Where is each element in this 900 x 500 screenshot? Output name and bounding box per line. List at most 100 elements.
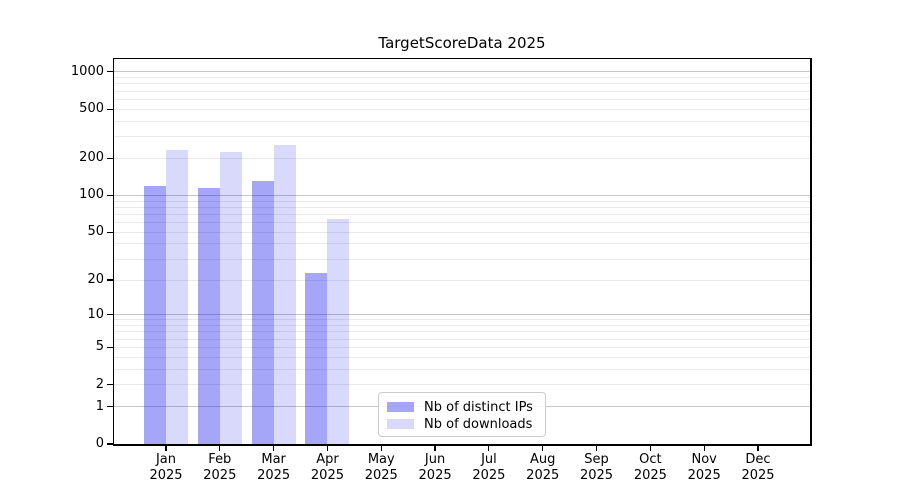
minor-grid-line: [114, 231, 810, 233]
y-tick-label: 5: [95, 339, 104, 355]
x-tick-mark: [488, 445, 490, 451]
minor-grid-line: [114, 90, 810, 92]
legend-label: Nb of downloads: [424, 416, 533, 432]
y-tick-mark: [107, 279, 113, 281]
bar-nb-of-distinct-ips: [144, 185, 166, 444]
x-tick-month: Aug: [530, 452, 556, 467]
minor-grid-line: [114, 157, 810, 159]
minor-grid-line: [114, 98, 810, 100]
x-tick-year: 2025: [472, 467, 506, 483]
y-tick-label: 200: [79, 150, 104, 166]
x-tick-label: Jul 2025: [457, 452, 521, 483]
minor-grid-line: [114, 258, 810, 260]
x-tick-month: Dec: [745, 452, 771, 467]
left-spine: [112, 57, 114, 446]
minor-grid-line: [114, 279, 810, 281]
x-tick-year: 2025: [310, 467, 344, 483]
x-tick-month: Jul: [481, 452, 497, 467]
plot-area: 0 1 2 5 10 20 50 100 200 500 1000 Jan 2025 Feb 2025 Mar…: [71, 57, 812, 483]
x-tick-mark: [219, 445, 221, 451]
top-spine: [112, 57, 812, 59]
x-tick-label: Apr 2025: [295, 452, 359, 483]
x-tick-label: Jun 2025: [403, 452, 467, 483]
x-tick-year: 2025: [418, 467, 452, 483]
x-tick-month: Jun: [424, 452, 446, 467]
major-grid-line: [114, 314, 810, 316]
x-tick-year: 2025: [741, 467, 775, 483]
bar-nb-of-downloads: [327, 219, 350, 444]
x-tick-mark: [326, 445, 329, 451]
bar-nb-of-distinct-ips: [251, 180, 274, 444]
x-tick-year: 2025: [364, 467, 398, 483]
x-tick-label: Sep 2025: [565, 452, 629, 483]
chart-title: TargetScoreData 2025: [378, 34, 546, 52]
minor-grid-line: [114, 368, 810, 370]
y-tick-label: 10: [87, 306, 104, 322]
bar-nb-of-downloads: [273, 144, 296, 444]
minor-grid-line: [114, 200, 810, 202]
x-tick-label: May 2025: [349, 452, 413, 483]
y-tick-label: 100: [79, 187, 104, 203]
minor-grid-line: [114, 77, 810, 79]
minor-grid-line: [114, 338, 810, 340]
minor-grid-line: [114, 120, 810, 122]
x-tick-label: Dec 2025: [726, 452, 790, 483]
y-tick-mark: [107, 443, 113, 445]
x-tick-year: 2025: [526, 467, 560, 483]
x-tick-label: Aug 2025: [511, 452, 575, 483]
y-tick-label: 50: [87, 224, 104, 240]
x-tick-year: 2025: [203, 467, 237, 483]
x-tick-year: 2025: [687, 467, 721, 483]
minor-grid-line: [114, 213, 810, 215]
x-tick-label: Feb 2025: [188, 452, 252, 483]
y-tick-mark: [107, 71, 113, 73]
x-tick-year: 2025: [633, 467, 667, 483]
x-tick-month: Feb: [208, 452, 232, 467]
right-spine: [810, 57, 812, 446]
x-tick-mark: [542, 445, 544, 451]
x-tick-mark: [434, 445, 436, 451]
y-tick-mark: [107, 194, 113, 196]
legend-swatch: [387, 419, 414, 429]
y-tick-label: 1: [95, 398, 104, 414]
legend-label: Nb of distinct IPs: [424, 399, 533, 415]
x-tick-month: Jan: [155, 452, 177, 467]
x-tick-mark: [380, 445, 382, 451]
major-grid-line: [114, 71, 810, 73]
y-tick-label: 0: [95, 436, 104, 451]
x-tick-mark: [703, 445, 705, 451]
x-tick-month: Nov: [691, 452, 717, 467]
x-tick-label: Oct 2025: [618, 452, 682, 483]
y-tick-label: 500: [79, 101, 104, 117]
x-tick-month: May: [367, 452, 395, 467]
y-tick-mark: [107, 108, 113, 110]
x-tick-mark: [649, 445, 651, 451]
minor-grid-line: [114, 356, 810, 358]
y-tick-mark: [107, 157, 113, 159]
bottom-spine: [112, 444, 812, 446]
x-tick-month: Sep: [584, 452, 609, 467]
minor-grid-line: [114, 325, 810, 327]
minor-grid-line: [114, 83, 810, 85]
major-grid-line: [114, 194, 810, 196]
bar-nb-of-downloads: [219, 152, 242, 444]
x-tick-year: 2025: [257, 467, 291, 483]
minor-grid-line: [114, 319, 810, 321]
x-tick-mark: [273, 445, 275, 451]
minor-grid-line: [114, 136, 810, 138]
y-tick-mark: [107, 384, 113, 386]
legend: Nb of distinct IPs Nb of downloads: [378, 392, 546, 437]
x-tick-mark: [165, 445, 167, 451]
y-tick-mark: [107, 231, 113, 233]
y-tick-mark: [107, 314, 113, 316]
minor-grid-line: [114, 206, 810, 208]
legend-swatch: [387, 402, 414, 412]
bar-nb-of-distinct-ips: [305, 272, 328, 444]
x-tick-label: Mar 2025: [242, 452, 306, 483]
x-tick-year: 2025: [579, 467, 614, 483]
y-tick-mark: [107, 406, 113, 408]
bar-nb-of-downloads: [166, 149, 188, 444]
x-tick-month: Mar: [261, 452, 286, 467]
x-tick-month: Apr: [316, 452, 339, 467]
